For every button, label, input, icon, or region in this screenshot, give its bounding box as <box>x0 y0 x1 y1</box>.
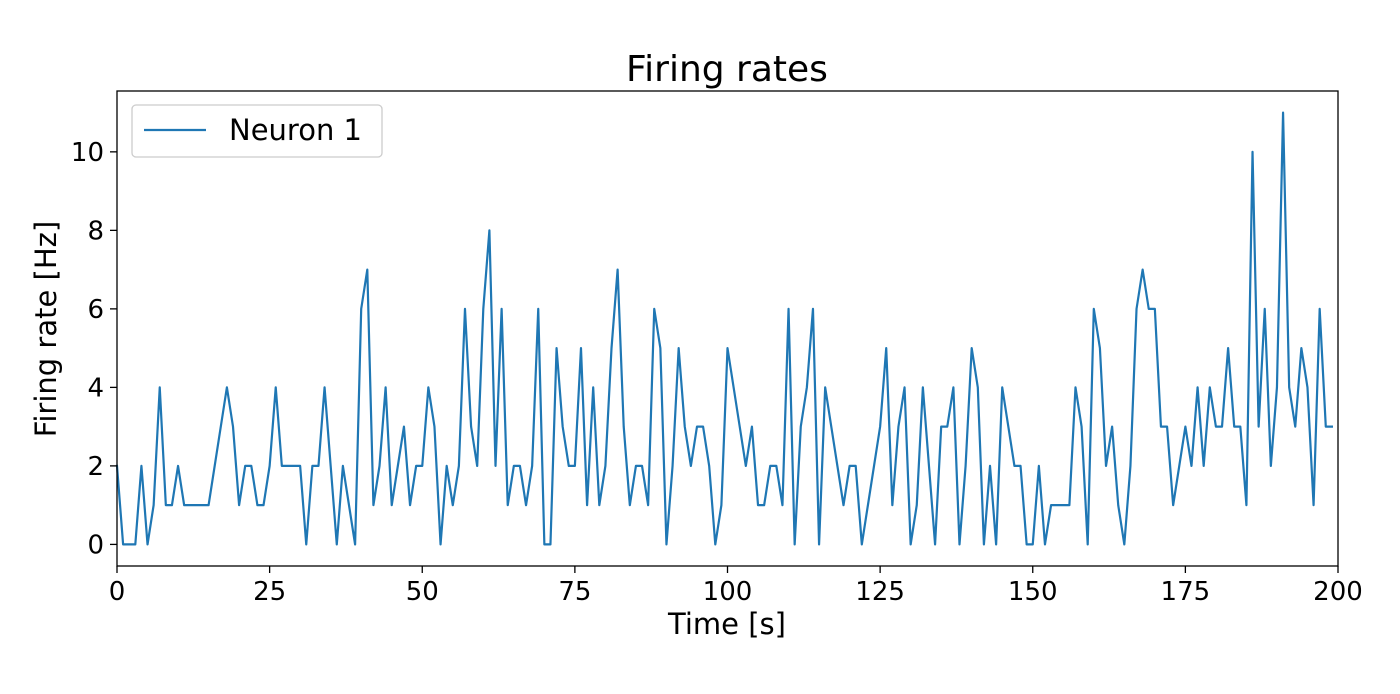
x-tick-label: 100 <box>703 577 753 607</box>
x-tick-label: 75 <box>558 577 591 607</box>
y-tick-label: 10 <box>71 138 104 168</box>
series-line-1 <box>115 111 1333 546</box>
y-axis-label: Firing rate [Hz] <box>29 221 63 437</box>
y-tick-label: 2 <box>87 452 104 482</box>
x-axis: 0 25 50 75 100 125 150 175 200 <box>109 566 1363 607</box>
y-tick-label: 8 <box>87 216 104 246</box>
x-tick-label: 0 <box>109 577 126 607</box>
y-tick-label: 4 <box>87 373 104 403</box>
x-tick-label: 200 <box>1313 577 1363 607</box>
x-tick-label: 150 <box>1008 577 1058 607</box>
x-tick-label: 25 <box>253 577 286 607</box>
x-tick-label: 125 <box>855 577 905 607</box>
y-tick-label: 6 <box>87 295 104 325</box>
x-tick-label: 175 <box>1161 577 1211 607</box>
x-axis-label: Time [s] <box>667 607 786 641</box>
y-tick-label: 0 <box>87 530 104 560</box>
y-axis: 0 2 4 6 8 10 <box>71 138 117 560</box>
plot-area <box>115 111 1333 546</box>
x-tick-label: 50 <box>406 577 439 607</box>
legend-label-neuron-1: Neuron 1 <box>229 113 362 147</box>
legend: Neuron 1 <box>131 104 383 158</box>
chart-title: Firing rates <box>626 49 828 90</box>
legend-box <box>131 104 383 158</box>
